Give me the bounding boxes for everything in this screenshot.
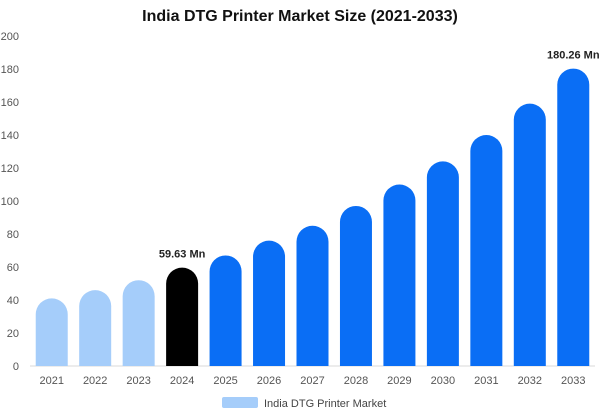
y-tick-label: 80	[7, 229, 19, 241]
x-tick-label: 2022	[83, 375, 107, 387]
bar-2022	[79, 290, 112, 366]
data-label: 59.63 Mn	[159, 249, 206, 261]
bar-2031	[470, 135, 503, 366]
x-tick-label: 2023	[126, 375, 150, 387]
x-tick-label: 2021	[39, 375, 63, 387]
bar-2027	[296, 225, 329, 366]
y-tick-label: 40	[7, 295, 19, 307]
x-tick-label: 2026	[257, 375, 281, 387]
y-tick-label: 140	[1, 130, 19, 142]
x-tick-label: 2030	[431, 375, 455, 387]
legend-swatch	[222, 397, 258, 408]
x-tick-label: 2031	[474, 375, 498, 387]
x-tick-label: 2032	[518, 375, 542, 387]
legend-label: India DTG Printer Market	[264, 398, 386, 410]
bar-2029	[383, 184, 416, 366]
bar-2026	[253, 240, 286, 366]
bar-2021	[35, 298, 68, 366]
y-tick-label: 100	[1, 196, 19, 208]
bar-2030	[426, 161, 459, 366]
bar-2033	[557, 68, 590, 367]
x-tick-label: 2029	[387, 375, 411, 387]
chart-title: India DTG Printer Market Size (2021-2033…	[142, 8, 458, 25]
bar-2025	[209, 255, 242, 366]
y-tick-label: 200	[1, 31, 19, 43]
bar-2023	[122, 280, 155, 366]
bar-2028	[339, 205, 372, 366]
y-tick-label: 0	[13, 361, 19, 373]
y-tick-label: 20	[7, 328, 19, 340]
bar-2032	[513, 103, 546, 367]
x-tick-label: 2025	[213, 375, 237, 387]
y-tick-label: 180	[1, 64, 19, 76]
y-tick-label: 60	[7, 262, 19, 274]
x-tick-label: 2024	[170, 375, 194, 387]
x-tick-label: 2033	[561, 375, 585, 387]
data-label: 180.26 Mn	[547, 50, 600, 62]
y-tick-label: 120	[1, 163, 19, 175]
x-tick-label: 2027	[300, 375, 324, 387]
bar-2024	[166, 267, 199, 366]
x-tick-label: 2028	[344, 375, 368, 387]
y-tick-label: 160	[1, 97, 19, 109]
